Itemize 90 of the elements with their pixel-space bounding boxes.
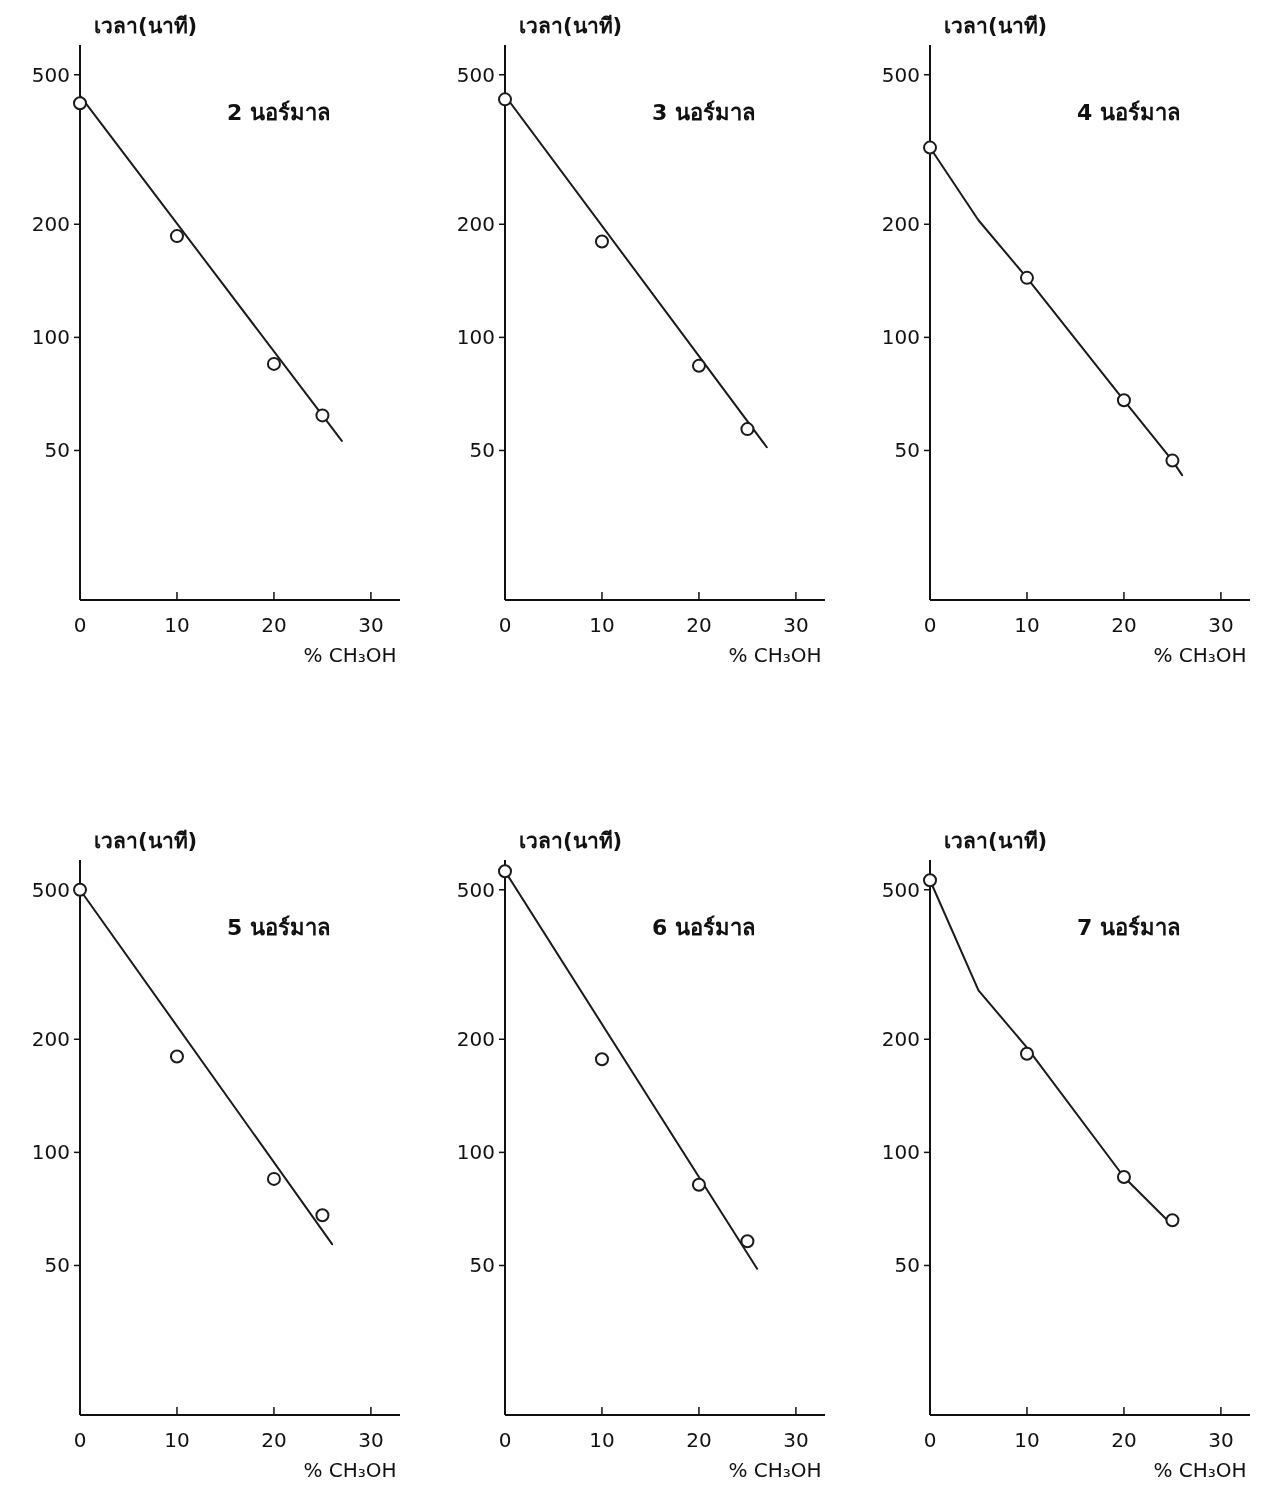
point	[315, 408, 330, 423]
y-tick-label: 200	[881, 212, 920, 237]
point	[1116, 393, 1131, 408]
x-tick-label: 0	[498, 613, 512, 637]
x-tick-label: 10	[164, 1428, 190, 1452]
x-tick-label: 10	[1014, 1428, 1040, 1452]
x-tick-label: 0	[73, 613, 87, 637]
point	[169, 229, 184, 244]
x-tick-label: 20	[686, 613, 712, 637]
x-tick-label: 0	[923, 613, 937, 637]
y-tick-label: 500	[456, 877, 495, 902]
point	[73, 96, 87, 111]
y-tick-label: 500	[31, 877, 70, 902]
y-axis-title: เวลา(นาที)	[519, 14, 623, 38]
x-tick-label: 10	[1014, 613, 1040, 637]
x-tick-label: 30	[358, 1428, 384, 1452]
point	[169, 1049, 184, 1064]
y-tick-label: 50	[894, 1253, 920, 1278]
y-axis-title: เวลา(นาที)	[944, 829, 1048, 853]
x-axis-title: % CH₃OH	[728, 1458, 822, 1482]
point	[691, 358, 706, 373]
point	[1116, 1169, 1131, 1184]
text: 5 นอร์มาล	[226, 915, 330, 940]
x-tick-label: 10	[164, 613, 190, 637]
y-axis-title: เวลา(นาที)	[519, 829, 623, 853]
point	[740, 422, 755, 437]
text: 7 นอร์มาล	[1076, 915, 1180, 940]
x-tick-label: 30	[1208, 613, 1234, 637]
point	[594, 1052, 609, 1067]
point	[266, 1171, 281, 1186]
y-axis-title: เวลา(นาที)	[94, 829, 198, 853]
x-tick-label: 0	[73, 1428, 87, 1452]
point	[1165, 1213, 1180, 1228]
point	[1165, 453, 1180, 468]
x-tick-label: 20	[261, 1428, 287, 1452]
y-tick-label: 500	[881, 877, 920, 902]
x-axis-title: % CH₃OH	[1153, 1458, 1247, 1482]
y-tick-label: 50	[469, 1253, 495, 1278]
point	[498, 864, 512, 879]
y-tick-label: 200	[31, 212, 70, 237]
y-tick-label: 50	[44, 1253, 70, 1278]
y-axis-title: เวลา(นาที)	[94, 14, 198, 38]
point	[266, 356, 281, 371]
point	[498, 92, 512, 107]
x-tick-label: 30	[1208, 1428, 1234, 1452]
y-tick-label: 100	[456, 1140, 495, 1165]
x-tick-label: 20	[686, 1428, 712, 1452]
x-axis-title: % CH₃OH	[728, 643, 822, 667]
x-axis-title: % CH₃OH	[1153, 643, 1247, 667]
x-tick-label: 0	[923, 1428, 937, 1452]
y-tick-label: 50	[894, 438, 920, 463]
x-tick-label: 0	[498, 1428, 512, 1452]
y-axis-title: เวลา(นาที)	[944, 14, 1048, 38]
point	[923, 140, 937, 155]
point	[1019, 270, 1034, 285]
y-tick-label: 100	[881, 1140, 920, 1165]
y-tick-label: 100	[881, 325, 920, 350]
x-tick-label: 20	[261, 613, 287, 637]
y-tick-label: 50	[469, 438, 495, 463]
y-tick-label: 500	[881, 62, 920, 87]
x-tick-label: 20	[1111, 1428, 1137, 1452]
point	[740, 1234, 755, 1249]
point	[1019, 1046, 1034, 1061]
y-tick-label: 100	[31, 325, 70, 350]
y-tick-label: 200	[31, 1027, 70, 1052]
y-tick-label: 200	[456, 1027, 495, 1052]
text: 3 นอร์มาล	[651, 100, 755, 125]
point	[594, 234, 609, 249]
y-tick-label: 500	[456, 62, 495, 87]
x-tick-label: 10	[589, 613, 615, 637]
y-tick-label: 50	[44, 438, 70, 463]
point	[923, 873, 937, 888]
x-axis-title: % CH₃OH	[303, 1458, 397, 1482]
y-tick-label: 500	[31, 62, 70, 87]
text: 4 นอร์มาล	[1076, 100, 1180, 125]
text: 6 นอร์มาล	[651, 915, 755, 940]
point	[315, 1208, 330, 1223]
y-tick-label: 100	[456, 325, 495, 350]
x-tick-label: 20	[1111, 613, 1137, 637]
text: 2 นอร์มาล	[226, 100, 330, 125]
x-tick-label: 30	[783, 1428, 809, 1452]
x-tick-label: 10	[589, 1428, 615, 1452]
y-tick-label: 100	[31, 1140, 70, 1165]
x-axis-title: % CH₃OH	[303, 643, 397, 667]
x-tick-label: 30	[783, 613, 809, 637]
point	[691, 1177, 706, 1192]
y-tick-label: 200	[456, 212, 495, 237]
x-tick-label: 30	[358, 613, 384, 637]
point	[73, 882, 87, 897]
y-tick-label: 200	[881, 1027, 920, 1052]
